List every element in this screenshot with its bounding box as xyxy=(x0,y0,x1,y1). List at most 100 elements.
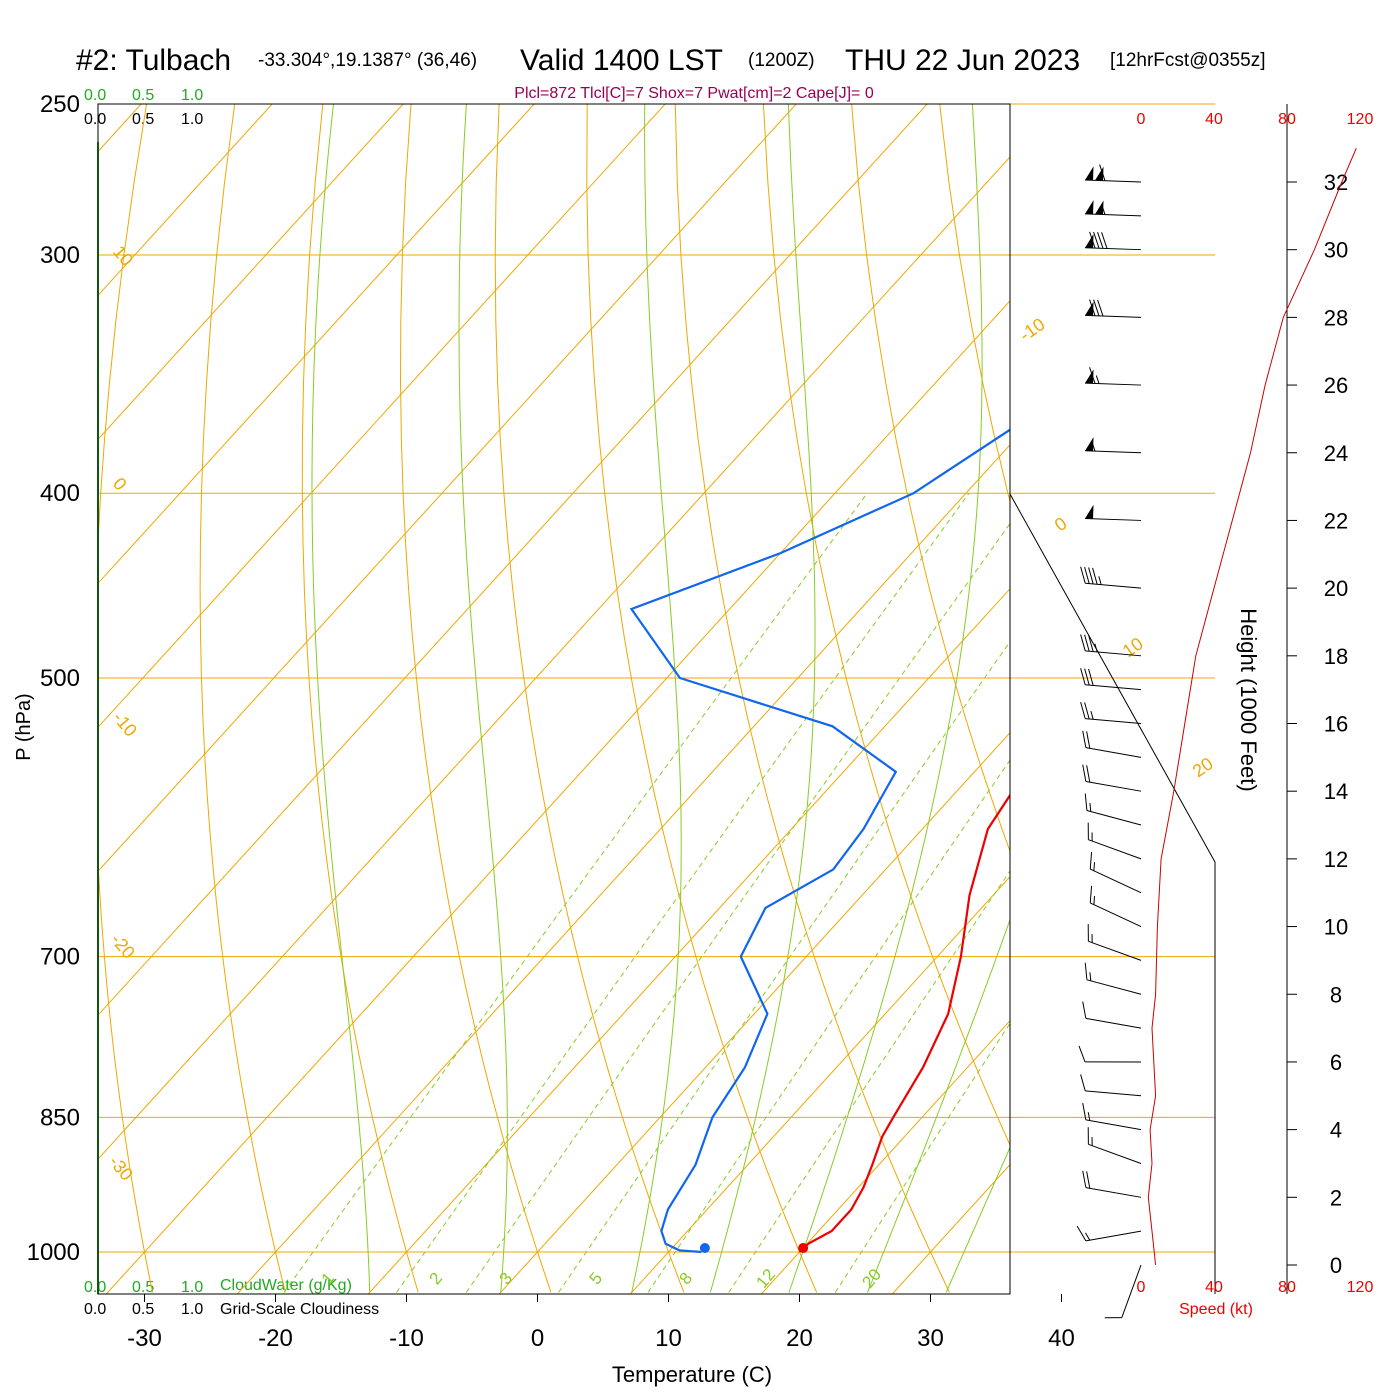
wind-barb-flag xyxy=(1086,731,1091,749)
wind-barb-flag xyxy=(1086,1171,1091,1189)
height-tick-label: 10 xyxy=(1324,915,1348,940)
wind-barb xyxy=(1084,367,1142,386)
dry-adiabat xyxy=(199,104,286,1293)
y-axis-label: P (hPa) xyxy=(13,693,35,760)
wind-barb-staff xyxy=(1085,781,1142,792)
pressure-grid xyxy=(98,103,1215,1253)
mixing-ratio-line xyxy=(283,492,868,1293)
wind-barb-half-flag xyxy=(1089,972,1092,981)
wind-barb-staff xyxy=(1085,1017,1142,1029)
wind-barb xyxy=(1080,668,1142,691)
cloud-black-tick-b0: 0.0 xyxy=(84,1301,106,1318)
speed-profile-line xyxy=(1147,148,1357,1266)
moist-adiabat xyxy=(867,918,1010,1293)
wind-barb xyxy=(1089,885,1142,928)
mixing-ratio-line xyxy=(834,1022,1010,1293)
mixing-ratio-label: 3 xyxy=(495,1269,516,1288)
dry-adiabat xyxy=(1292,104,1400,1292)
speed-tick-bottom: 40 xyxy=(1205,1279,1223,1296)
isotherm-label: 20 xyxy=(1189,753,1217,781)
wind-barb-staff xyxy=(1085,718,1142,724)
isotherm-line xyxy=(98,104,666,729)
wind-barb-flag xyxy=(1082,730,1087,748)
wind-barb-flag xyxy=(1093,231,1100,249)
dry-adiabat xyxy=(494,104,685,1293)
wind-barb-flag xyxy=(1080,668,1086,685)
temperature-profile-line xyxy=(798,793,1010,1253)
pressure-tick-label: 250 xyxy=(40,91,80,118)
surface-dewpoint-point xyxy=(699,1243,710,1253)
wind-barb-staff xyxy=(1085,747,1142,758)
cloud-green-tick-2: 1.0 xyxy=(181,87,203,104)
wind-barb-staff xyxy=(1084,247,1142,251)
pressure-tick-label: 500 xyxy=(40,665,80,692)
wind-barb-flag xyxy=(1089,367,1096,384)
wind-barb-staff xyxy=(1089,868,1142,894)
wind-barb-staff xyxy=(1085,684,1142,691)
wind-barb xyxy=(1087,924,1142,961)
wind-barb-pennant xyxy=(1085,166,1094,181)
height-tick-label: 32 xyxy=(1324,170,1348,195)
temperature-tick-label: 10 xyxy=(655,1325,682,1352)
dry-adiabat xyxy=(1380,104,1400,1292)
isotherm-grid xyxy=(98,104,1400,1294)
wind-barb-staff xyxy=(1084,213,1142,217)
plot-frame xyxy=(97,103,1011,1295)
wind-barb-half-flag xyxy=(1101,206,1106,215)
wind-barb xyxy=(1082,764,1142,792)
dry-adiabat xyxy=(939,104,1010,504)
pressure-tick-label: 400 xyxy=(40,480,80,507)
temperature-tick-label: -10 xyxy=(389,1325,424,1352)
mixing-ratio-label: 2 xyxy=(425,1269,446,1288)
wind-barb-flag xyxy=(1082,1170,1087,1188)
wind-barb-half-flag xyxy=(1087,1112,1091,1121)
wind-barb-staff xyxy=(1084,314,1142,318)
wind-barb-half-flag xyxy=(1098,576,1102,585)
wind-barb-staff xyxy=(1085,650,1142,657)
wind-barb-flag xyxy=(1084,793,1088,811)
speed-tick-bottom: 120 xyxy=(1347,1279,1374,1296)
wind-barb-flag xyxy=(1080,702,1086,719)
wind-barb xyxy=(1080,702,1142,724)
wind-barb-staff xyxy=(1084,450,1142,454)
wind-barb-staff xyxy=(1089,902,1142,928)
wind-barb-staff xyxy=(1088,839,1142,860)
isotherm-line xyxy=(760,1019,1010,1294)
wind-barb-flag xyxy=(1084,634,1090,652)
isotherm-line xyxy=(98,104,928,1016)
isotherm-line xyxy=(629,875,1010,1294)
wind-barb-flag xyxy=(1082,1103,1087,1120)
temperature-tick-label: -30 xyxy=(127,1325,162,1352)
height-tick-label: 18 xyxy=(1324,644,1348,669)
dry-adiabat xyxy=(1204,104,1400,1292)
dry-adiabat xyxy=(301,104,419,1293)
wind-barb-half-flag xyxy=(1093,862,1096,871)
wind-barb-flag xyxy=(1101,232,1108,249)
speed-tick-top: 40 xyxy=(1205,111,1223,128)
dry-adiabat xyxy=(851,104,1010,853)
dry-adiabat xyxy=(98,104,153,1293)
cloud-black-tick-0: 0.0 xyxy=(84,111,106,128)
wind-barb-half-flag xyxy=(1095,375,1100,384)
wind-barb-flag xyxy=(1082,764,1087,782)
moist-adiabat xyxy=(631,104,682,1293)
dry-adiabat xyxy=(399,104,552,1293)
wind-barb-staff xyxy=(1121,1264,1142,1318)
height-tick-label: 0 xyxy=(1330,1253,1342,1278)
panel-outline xyxy=(1009,104,1216,1294)
speed-tick-top: 80 xyxy=(1278,111,1296,128)
wind-barb-flag xyxy=(1080,566,1086,584)
wind-barb-staff xyxy=(1086,810,1142,826)
isotherm-label: -10 xyxy=(109,708,141,741)
height-tick-label: 16 xyxy=(1324,712,1348,737)
mixing-ratio-labels: 1 2 3 5 8 12 20 xyxy=(317,1265,885,1292)
surface-temperature-point xyxy=(798,1243,809,1253)
pressure-tick-label: 300 xyxy=(40,242,80,269)
isotherm-line xyxy=(498,732,1010,1294)
cloud-black-tick-b1: 0.5 xyxy=(132,1301,154,1318)
isotherm-label: -10 xyxy=(1016,314,1049,345)
wind-barb xyxy=(1084,299,1142,318)
height-tick-label: 14 xyxy=(1324,779,1348,804)
